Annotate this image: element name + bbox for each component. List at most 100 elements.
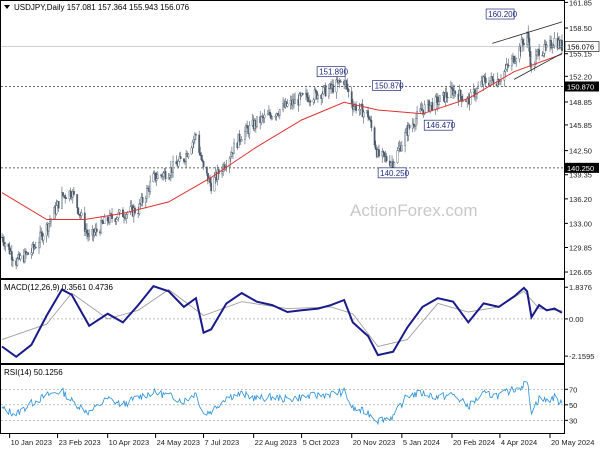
candle-body (108, 213, 111, 223)
price-tick-label: 161.85 (569, 0, 592, 7)
candle-body (230, 152, 233, 157)
candle-body (207, 172, 209, 182)
candle-body (404, 132, 407, 146)
candle-body (307, 97, 310, 102)
current-price-label: 156.076 (567, 43, 594, 52)
level-label: 150.870 (567, 82, 594, 91)
candle-body (374, 144, 377, 150)
candle-body (491, 76, 494, 80)
candle-body (317, 94, 319, 100)
candle-body (260, 116, 263, 123)
time-tick-label: 20 May 2024 (551, 438, 594, 447)
candle-body (185, 153, 188, 162)
candle-body (245, 125, 247, 132)
candle-body (520, 39, 523, 52)
macd-panel-frame (0, 279, 565, 364)
candle-body (11, 259, 14, 261)
macd-tick-label: 1.8376 (569, 283, 592, 292)
candle-body (116, 217, 119, 220)
candle-body (367, 110, 369, 118)
candle-body (187, 153, 190, 158)
candle-body (347, 89, 350, 92)
macd-main-line (1, 285, 563, 359)
macd-lines (1, 285, 564, 359)
candle-body (276, 113, 279, 115)
callout-box (372, 80, 402, 91)
candle-body (476, 88, 478, 95)
candle-body (473, 89, 476, 98)
candle-body (454, 90, 457, 95)
candle-body (210, 182, 213, 192)
candle-body (69, 190, 72, 197)
candle-body (536, 51, 538, 56)
candle-body (156, 174, 159, 179)
candle-body (530, 66, 533, 68)
candle-body (400, 145, 403, 152)
candle-body (19, 255, 22, 260)
candle-body (397, 148, 400, 151)
rsi-line-path (1, 381, 563, 426)
candle-body (172, 161, 174, 173)
candle-body (167, 177, 170, 180)
candle-body (414, 125, 416, 127)
candle-body (506, 64, 509, 66)
candle-body (183, 158, 185, 162)
candle-body (324, 85, 327, 97)
candle-body (513, 56, 515, 64)
candle-body (382, 150, 385, 153)
candle-body (30, 252, 33, 255)
candle-body (332, 84, 335, 93)
candle-body (312, 99, 315, 103)
candle-body (164, 171, 167, 180)
candle-body (228, 157, 231, 167)
candle-body (529, 51, 532, 67)
candle-body (390, 162, 392, 166)
candle-body (314, 89, 317, 92)
candle-body (240, 139, 243, 142)
candle-body (439, 95, 441, 102)
callout-box (377, 167, 407, 179)
candle-body (286, 103, 289, 107)
candle-body (339, 81, 342, 83)
candle-body (543, 43, 546, 54)
candle-body (246, 125, 249, 129)
time-tick-label: 22 Aug 2023 (255, 438, 297, 447)
rsi-axis: 70 50 30 (564, 385, 577, 425)
candle-body (383, 152, 386, 157)
candle-body (423, 104, 426, 115)
price-panel-frame (0, 0, 565, 279)
candle-body (198, 134, 201, 153)
time-tick-label: 24 May 2023 (157, 438, 200, 447)
candle-body (175, 161, 178, 165)
candle-body (62, 192, 64, 197)
candle-body (368, 116, 371, 120)
candle-body (431, 102, 434, 111)
candle-body (192, 139, 195, 143)
candle-body (7, 243, 10, 247)
candle-body (80, 212, 83, 216)
watermark: ActionForex.com (350, 201, 478, 220)
price-callouts: 151.890 150.870 146.470 140.250 160.200 (316, 8, 518, 179)
time-tick-label: 10 Jan 2023 (11, 438, 52, 447)
moving-average (1, 53, 563, 220)
candle-body (16, 258, 19, 266)
candle-body (193, 134, 196, 140)
level-label: 140.250 (567, 164, 594, 173)
candle-body (125, 214, 128, 219)
candle-body (335, 79, 338, 93)
dropdown-triangle-icon[interactable] (4, 5, 10, 9)
candle-body (95, 228, 98, 232)
price-tick-label: 158.50 (569, 24, 592, 33)
price-tick-label: 139.35 (569, 171, 592, 180)
candle-body (345, 80, 348, 85)
macd-tick-label: -2.1595 (569, 352, 594, 361)
candle-body (64, 195, 67, 199)
candle-body (541, 55, 544, 57)
candle-body (39, 231, 42, 243)
candle-body (191, 141, 194, 149)
candle-body (57, 201, 60, 209)
candle-body (73, 191, 75, 195)
candle-body (483, 76, 486, 79)
price-tick-label: 136.20 (569, 195, 592, 204)
candle-body (526, 31, 529, 46)
